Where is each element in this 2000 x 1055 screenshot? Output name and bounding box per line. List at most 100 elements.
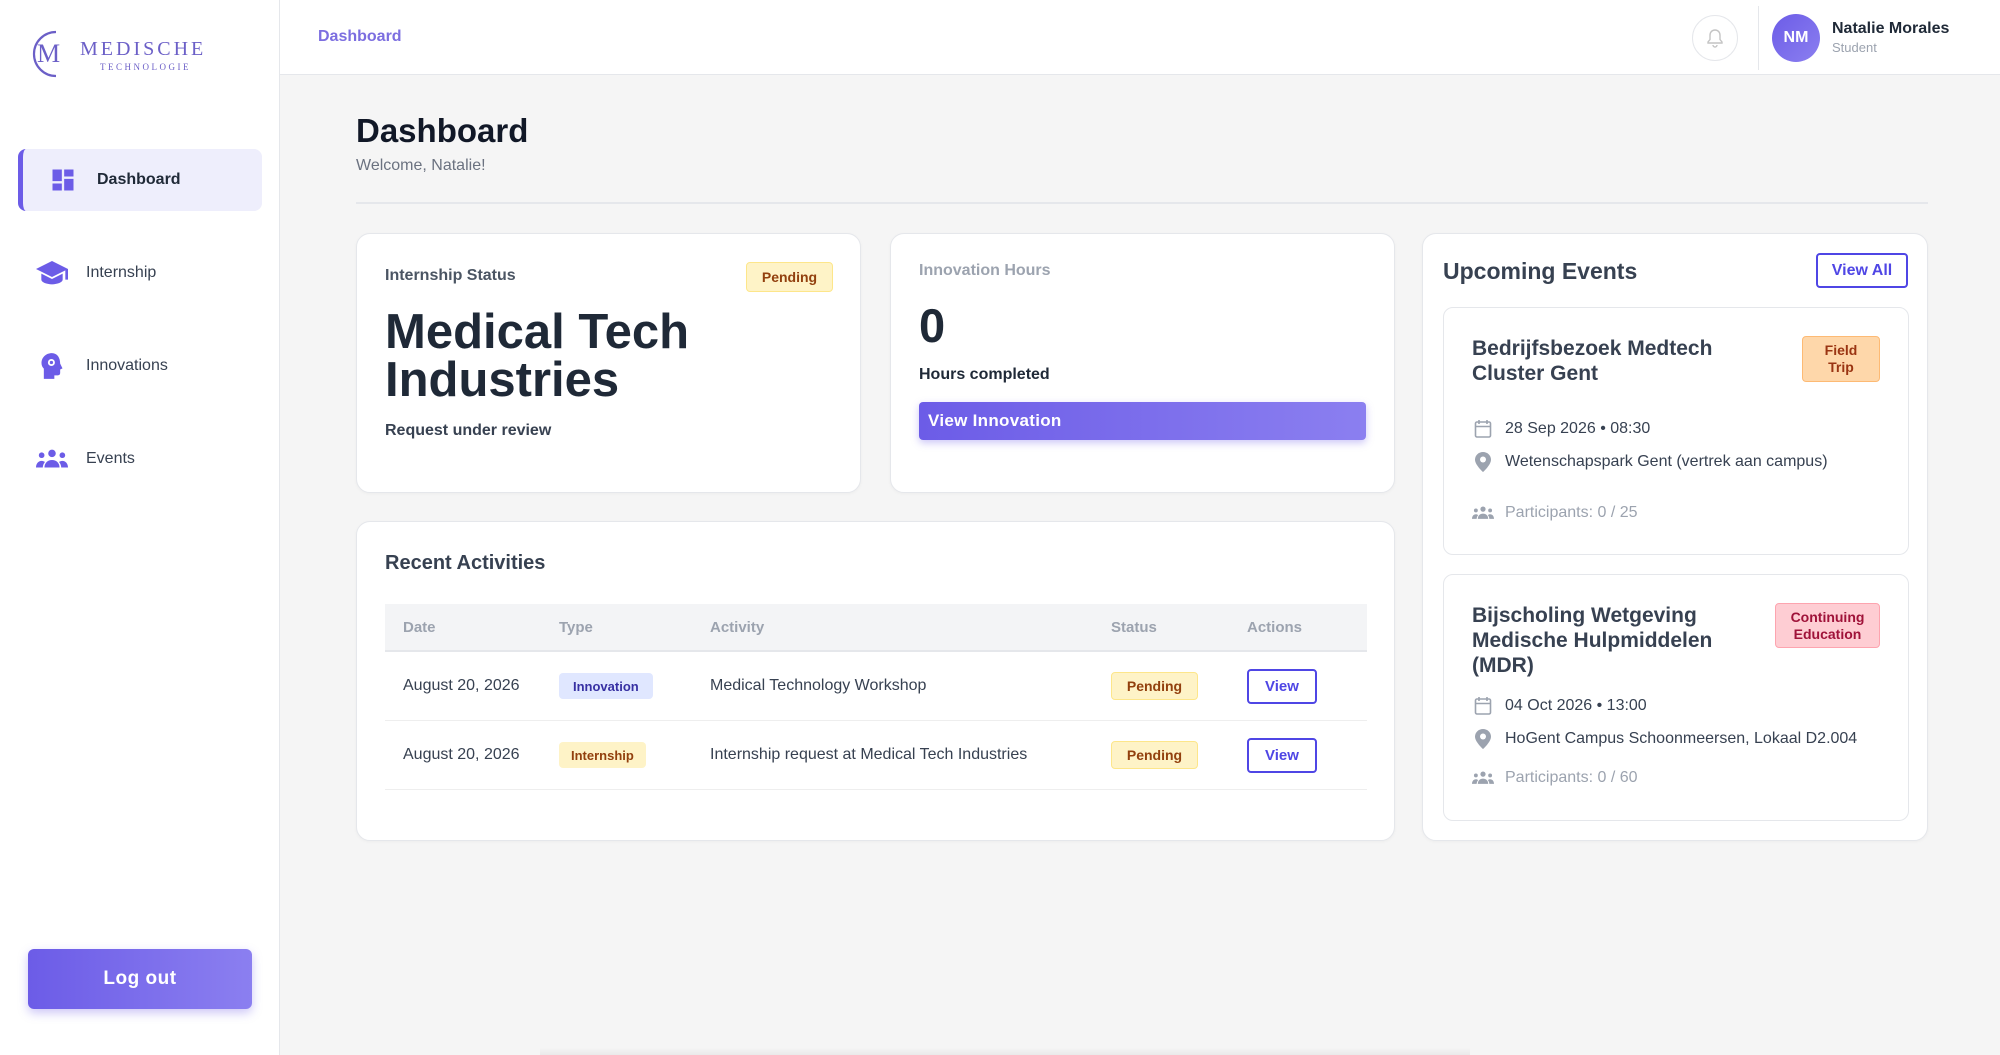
- sidebar: M MEDISCHE TECHNOLOGIE Dashboard Interns…: [0, 0, 280, 1055]
- hours-value: 0: [919, 299, 946, 352]
- activity-status: Pending: [1111, 741, 1247, 769]
- status-badge: Pending: [1111, 741, 1198, 769]
- brand-logo[interactable]: M MEDISCHE TECHNOLOGIE: [26, 28, 216, 84]
- notifications-button[interactable]: [1692, 15, 1738, 61]
- sidebar-item-innovations[interactable]: Innovations: [18, 335, 262, 397]
- calendar-icon: [1472, 418, 1494, 440]
- top-header: Dashboard NM Natalie Morales Student: [280, 0, 2000, 75]
- bottom-shadow: [540, 1048, 1470, 1055]
- table-row: August 20, 2026 Innovation Medical Techn…: [385, 652, 1367, 721]
- sidebar-item-dashboard[interactable]: Dashboard: [18, 149, 262, 211]
- brand-name: MEDISCHE: [80, 38, 207, 60]
- event-card[interactable]: Bijscholing Wetgeving Medische Hulpmidde…: [1443, 574, 1909, 821]
- badge-line: Field: [1824, 342, 1858, 358]
- type-badge: Internship: [559, 742, 646, 768]
- event-datetime: 04 Oct 2026 • 13:00: [1472, 695, 1647, 717]
- lightbulb-head-icon: [36, 350, 68, 382]
- upcoming-events-card: Upcoming Events View All Bedrijfsbezoek …: [1422, 233, 1928, 841]
- activity-date: August 20, 2026: [403, 746, 520, 763]
- activity-date: August 20, 2026: [403, 677, 520, 694]
- sidebar-item-internship[interactable]: Internship: [18, 242, 262, 304]
- activity-actions: View: [1247, 737, 1367, 773]
- header-divider: [1758, 6, 1759, 70]
- activity-actions: View: [1247, 668, 1367, 704]
- card-label: Innovation Hours: [919, 262, 1051, 279]
- status-badge: Pending: [1111, 672, 1198, 700]
- event-participants-text: Participants: 0 / 60: [1505, 769, 1638, 786]
- people-group-icon: [1472, 767, 1494, 789]
- activities-table: Date Type Activity Status Actions August…: [385, 604, 1367, 790]
- event-location-text: HoGent Campus Schoonmeersen, Lokaal D2.0…: [1505, 730, 1858, 747]
- dashboard-icon: [47, 164, 79, 196]
- sidebar-item-events[interactable]: Events: [18, 428, 262, 490]
- activity-type: Innovation: [559, 673, 710, 699]
- event-title: Bedrijfsbezoek Medtech Cluster Gent: [1472, 337, 1713, 385]
- location-pin-icon: [1472, 728, 1494, 750]
- table-header: Date Type Activity Status Actions: [385, 604, 1367, 652]
- activity-name: Medical Technology Workshop: [710, 677, 927, 694]
- sidebar-item-label: Innovations: [86, 357, 168, 374]
- table-row: August 20, 2026 Internship Internship re…: [385, 721, 1367, 790]
- user-name: Natalie Morales: [1832, 20, 1950, 37]
- hours-caption: Hours completed: [919, 366, 1050, 383]
- column-header: Type: [559, 618, 593, 636]
- brand-subname: TECHNOLOGIE: [100, 62, 191, 72]
- badge-line: Education: [1793, 625, 1862, 642]
- view-activity-button[interactable]: View: [1247, 668, 1317, 704]
- brand-mark-icon: M: [32, 30, 60, 78]
- card-label: Internship Status: [385, 267, 516, 284]
- event-category-badge: Continuing Education: [1775, 603, 1880, 648]
- title-divider: [356, 202, 1928, 204]
- event-location-text: Wetenschapspark Gent (vertrek aan campus…: [1505, 453, 1828, 470]
- event-location: HoGent Campus Schoonmeersen, Lokaal D2.0…: [1472, 728, 1857, 750]
- column-header: Actions: [1247, 618, 1303, 636]
- column-header: Status: [1111, 618, 1157, 636]
- sidebar-item-label: Internship: [86, 264, 157, 281]
- activity-type: Internship: [559, 742, 710, 768]
- welcome-text: Welcome, Natalie!: [356, 157, 486, 174]
- event-participants: Participants: 0 / 25: [1472, 502, 1638, 524]
- event-participants-text: Participants: 0 / 25: [1505, 504, 1638, 521]
- activity-status: Pending: [1111, 672, 1247, 700]
- badge-line: Trip: [1828, 359, 1854, 375]
- breadcrumb[interactable]: Dashboard: [318, 28, 402, 45]
- company-name: Medical Tech Industries: [385, 305, 690, 407]
- bell-icon: [1707, 29, 1723, 48]
- sidebar-nav: Dashboard Internship Innovations Events: [18, 149, 262, 521]
- graduation-cap-icon: [36, 257, 68, 289]
- avatar[interactable]: NM: [1772, 14, 1820, 62]
- sidebar-item-label: Dashboard: [97, 171, 181, 188]
- event-participants: Participants: 0 / 60: [1472, 767, 1638, 789]
- page-title: Dashboard: [356, 112, 529, 149]
- svg-text:M: M: [37, 39, 60, 68]
- activity-name: Internship request at Medical Tech Indus…: [710, 746, 1028, 763]
- badge-line: Continuing: [1790, 608, 1865, 625]
- internship-status-card: Internship Status Pending Medical Tech I…: [356, 233, 861, 493]
- status-note: Request under review: [385, 422, 552, 439]
- view-activity-button[interactable]: View: [1247, 737, 1317, 773]
- calendar-icon: [1472, 695, 1494, 717]
- event-location: Wetenschapspark Gent (vertrek aan campus…: [1472, 451, 1828, 473]
- event-title: Bijscholing Wetgeving Medische Hulpmidde…: [1472, 604, 1713, 677]
- status-badge: Pending: [746, 262, 833, 292]
- event-datetime-text: 28 Sep 2026 • 08:30: [1505, 420, 1651, 437]
- location-pin-icon: [1472, 451, 1494, 473]
- event-card[interactable]: Bedrijfsbezoek Medtech Cluster Gent Fiel…: [1443, 307, 1909, 555]
- recent-activities-card: Recent Activities Date Type Activity Sta…: [356, 521, 1395, 841]
- innovation-hours-card: Innovation Hours 0 Hours completed View …: [890, 233, 1395, 493]
- sidebar-item-label: Events: [86, 450, 135, 467]
- view-all-events-button[interactable]: View All: [1816, 253, 1908, 288]
- event-category-badge: Field Trip: [1802, 336, 1880, 382]
- column-header: Date: [403, 618, 436, 636]
- section-title: Recent Activities: [385, 552, 546, 574]
- section-title: Upcoming Events: [1443, 258, 1638, 284]
- logout-button[interactable]: Log out: [28, 949, 252, 1009]
- event-datetime: 28 Sep 2026 • 08:30: [1472, 418, 1650, 440]
- event-datetime-text: 04 Oct 2026 • 13:00: [1505, 697, 1647, 714]
- user-role: Student: [1832, 40, 1877, 55]
- people-group-icon: [36, 443, 68, 475]
- people-group-icon: [1472, 502, 1494, 524]
- view-innovation-button[interactable]: View Innovation: [919, 402, 1366, 440]
- type-badge: Innovation: [559, 673, 653, 699]
- column-header: Activity: [710, 618, 765, 636]
